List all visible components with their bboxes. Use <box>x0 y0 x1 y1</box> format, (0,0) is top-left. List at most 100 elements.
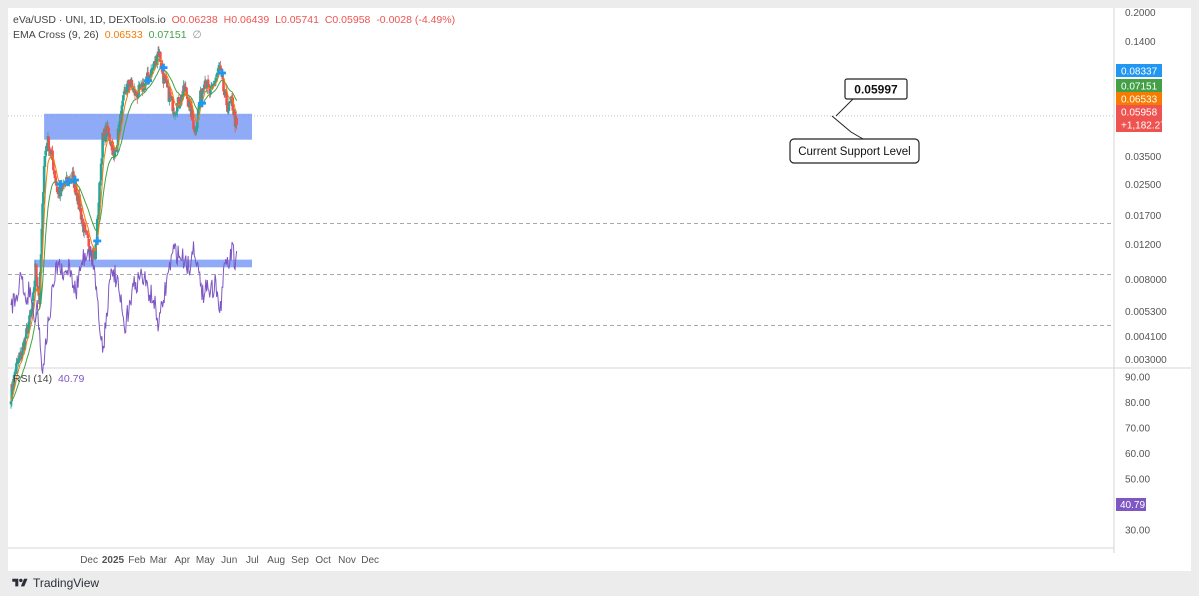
candle-body <box>148 75 151 82</box>
rsi-legend-value: 40.79 <box>58 373 85 385</box>
candle-body <box>129 84 132 87</box>
candle <box>47 135 51 156</box>
time-tick-label: Dec <box>80 555 98 566</box>
annotations: 0.05997 Current Support Level <box>789 78 920 164</box>
candle <box>127 79 131 93</box>
candle-body <box>130 80 134 86</box>
price-tick-label: 0.03500 <box>1125 152 1162 163</box>
candle <box>43 155 47 173</box>
candle-body <box>37 291 41 296</box>
callout-box-price[interactable] <box>844 78 908 100</box>
candle-body <box>207 84 211 87</box>
candle-body <box>165 79 168 82</box>
candle-body <box>193 129 197 131</box>
price-axis[interactable]: 0.2000 0.1400 0.03500 0.02500 0.01700 0.01200… <box>1116 8 1175 366</box>
ema-fast-line <box>10 57 238 402</box>
candle <box>122 93 125 107</box>
candle-body <box>209 89 212 93</box>
candle <box>99 179 102 186</box>
ema-cross-marker <box>70 176 79 185</box>
candle-body <box>74 181 77 195</box>
price-tick-label: 0.008000 <box>1125 275 1167 286</box>
price-label-badge: 0.05958 <box>1116 105 1162 132</box>
candle-body <box>99 163 103 181</box>
price-tick-label: 0.1400 <box>1125 37 1156 48</box>
footer: TradingView <box>12 575 99 591</box>
tradingview-logo-icon <box>12 578 28 587</box>
price-badge-bg <box>1116 64 1162 77</box>
legend-symbol[interactable]: eVa/USD · UNI, 1D, DEXTools.io <box>13 14 166 26</box>
candle-body <box>118 121 121 135</box>
candle-body <box>84 229 87 232</box>
candle-body <box>20 354 24 359</box>
price-badge-text: 0.08337 <box>1121 67 1158 78</box>
candle-body <box>39 254 43 273</box>
time-tick-label: Dec <box>361 555 379 566</box>
ema-legend-label[interactable]: EMA Cross (9, 26) <box>13 29 99 41</box>
chart-panel[interactable]: 0.05997 Current Support Level 0.2000 0.1400… <box>8 8 1191 571</box>
candle-body <box>12 386 15 389</box>
candle-body <box>120 105 124 122</box>
price-tick-label: 0.02500 <box>1125 180 1162 191</box>
candle-body <box>14 373 17 375</box>
candle-body <box>83 225 87 231</box>
legend-low: L0.05741 <box>275 14 319 26</box>
candle-body <box>178 106 181 108</box>
candle <box>100 157 104 169</box>
candle-body <box>217 67 221 69</box>
support-zone-2[interactable] <box>34 259 253 268</box>
hidden-eye-icon[interactable]: ∅ <box>192 29 202 41</box>
footer-brand[interactable]: TradingView <box>33 576 100 590</box>
chart-canvas[interactable]: 0.05997 Current Support Level 0.2000 0.1400… <box>8 8 1191 571</box>
candle-body <box>202 84 206 89</box>
rsi-legend-label[interactable]: RSI (14) <box>13 373 53 385</box>
candle-body <box>33 280 37 291</box>
candle-body <box>222 78 225 92</box>
candle-body <box>101 132 104 158</box>
candle-body <box>53 170 57 179</box>
callout-support-text: Current Support Level <box>798 146 911 158</box>
candle-body <box>109 141 112 144</box>
candle-body <box>235 117 238 125</box>
candle-body <box>78 194 81 210</box>
candle <box>42 162 46 194</box>
time-tick-label: Aug <box>267 555 285 566</box>
price-badge-bg <box>1116 92 1162 105</box>
price-tick-label: 0.01200 <box>1125 240 1162 251</box>
candle <box>44 150 47 160</box>
callout-box-support[interactable] <box>789 138 920 164</box>
time-axis[interactable]: Dec 2025 Feb Mar Apr May Jun Jul Aug Sep Oct Nov Dec <box>80 555 379 566</box>
candle <box>192 118 195 130</box>
ema-fast-value: 0.06533 <box>104 29 143 41</box>
candle-body <box>186 98 190 107</box>
candle <box>60 179 64 197</box>
candle-body <box>36 285 40 291</box>
candle-body <box>72 171 75 174</box>
cross-marker-v <box>58 180 62 189</box>
candle-body <box>125 83 129 93</box>
candle-body <box>213 81 217 85</box>
candle-body <box>219 66 222 69</box>
candle <box>42 190 45 207</box>
candle-body <box>186 96 189 99</box>
candle-body <box>195 127 198 133</box>
candle-body <box>159 52 162 62</box>
support-zone-1[interactable] <box>44 113 253 140</box>
candle-body <box>226 104 229 112</box>
candle-body <box>136 95 140 97</box>
cross-marker-v <box>220 68 224 77</box>
candle-body <box>225 93 228 106</box>
time-tick-label: Jun <box>221 555 237 566</box>
price-badge-text: 0.06533 <box>1121 95 1158 106</box>
rsi-tick-label: 90.00 <box>1125 373 1150 384</box>
ema-cross-marker <box>93 236 102 245</box>
candle-body <box>45 143 49 146</box>
candle-body <box>156 51 160 57</box>
ema-slow-value: 0.07151 <box>148 29 187 41</box>
rsi-axis[interactable]: 90.00 80.00 70.00 60.00 50.00 30.00 40.79 <box>1116 373 1150 537</box>
candle-body <box>86 234 90 239</box>
cross-marker-v <box>95 236 99 245</box>
candle-body <box>12 375 16 388</box>
candle-body <box>163 76 167 78</box>
candle-body <box>32 292 35 302</box>
